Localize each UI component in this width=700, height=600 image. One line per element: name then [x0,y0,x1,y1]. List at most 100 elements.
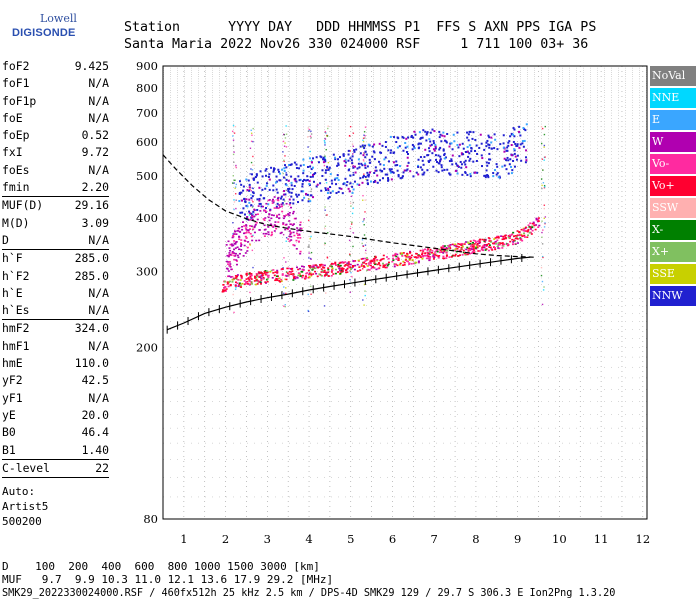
echo-point [320,274,323,277]
echo-point [256,279,259,282]
echo-point [423,171,426,174]
echo-point [428,250,431,252]
echo-point [439,155,442,158]
echo-point [457,246,460,248]
echo-point [265,211,268,213]
param-name: foEs [2,162,30,177]
profile-lines [162,154,535,334]
echo-point [306,179,309,182]
noise-dot [543,184,546,187]
echo-point [456,245,459,248]
echo-point [410,134,413,137]
echo-point [258,229,261,231]
echo-point [227,240,230,243]
echo-point [239,286,242,288]
echo-point [363,265,366,267]
echo-point [419,166,422,169]
echo-point [388,160,391,163]
echo-point [233,254,236,257]
echo-point [510,144,513,147]
echo-point [290,184,293,187]
echo-point [318,266,321,268]
noise-dot [362,139,364,141]
noise-dot [285,287,287,289]
echo-point [273,196,276,198]
echo-point [440,166,443,169]
echo-point [518,130,521,133]
echo-point [301,183,304,186]
echo-point [476,171,479,174]
echo-point [359,269,362,272]
echo-point [476,246,479,249]
noise-dot [350,195,353,198]
echo-point [385,263,388,265]
echo-point [332,153,335,156]
echo-point [434,254,437,256]
echo-point [502,245,505,247]
echo-point [410,256,413,259]
noise-dot [362,159,365,161]
echo-point [246,280,249,283]
echo-point [233,258,236,261]
echo-point [247,241,250,243]
echo-point [236,260,239,262]
echo-point [240,276,243,278]
echo-point [256,283,259,285]
echo-point [281,268,284,270]
echo-point [327,189,330,192]
echo-point [370,260,373,263]
echo-point [496,148,499,151]
echo-point [282,193,285,196]
echo-point [481,157,484,160]
echo-point [299,221,302,224]
echo-point [451,148,454,151]
echo-point [423,155,426,158]
echo-point [233,248,236,251]
echo-point [364,164,367,167]
echo-point [221,290,224,293]
echo-point [246,216,249,218]
noise-dot [363,131,366,133]
echo-point [474,241,477,244]
echo-point [439,159,442,162]
echo-point [461,173,464,176]
echo-point [448,160,451,163]
echo-point [245,282,248,284]
noise-dot [352,207,354,209]
echo-point [226,268,229,270]
echo-point [276,271,279,273]
echo-point [298,233,301,236]
extra-line-code: 500200 [2,515,42,528]
echo-point [267,276,270,279]
echo-point [274,221,277,223]
echo-point [514,242,517,245]
echo-point [275,205,278,208]
echo-point [306,193,309,196]
echo-point [343,182,346,185]
echo-point [245,228,248,231]
noise-dot [284,278,286,280]
echo-point [267,203,270,206]
echo-point [372,258,375,260]
echo-point [264,209,267,212]
echo-point [441,169,444,172]
noise-dot [282,140,285,143]
echo-point [376,174,379,177]
echo-point [227,285,230,288]
echo-point [417,173,420,176]
echo-point [329,186,332,189]
echo-point [403,264,406,266]
echo-point [309,272,312,275]
echo-point [276,275,279,277]
echo-point [396,146,399,149]
parameter-table: foF2 9.425 foF1 N/A foF1p N/A foE N/A foEp 0.52 fx… [2,58,109,479]
echo-point [293,244,296,247]
echo-point [460,152,463,155]
echo-point [340,271,343,273]
echo-point [291,270,294,272]
echo-point [254,176,257,179]
echo-point [250,204,253,207]
noise-dot [324,130,327,133]
echo-point [464,171,467,174]
echo-point [386,173,389,176]
